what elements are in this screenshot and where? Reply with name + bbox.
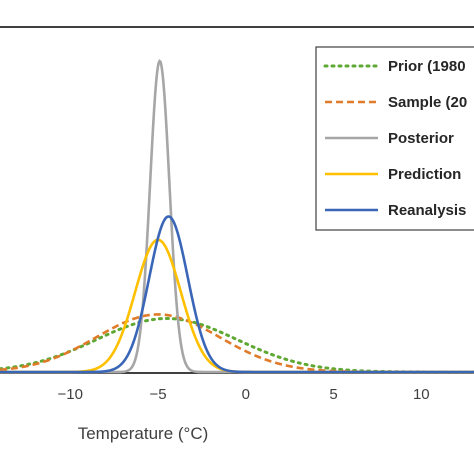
series-curves [0,59,474,374]
x-axis-title: Temperature (°C) [78,424,209,443]
series-line-4 [0,238,474,374]
x-tick-label: 5 [329,386,337,403]
legend-label-2: Sample (20 [388,94,467,111]
x-tick-label: −10 [57,386,82,403]
legend-label-4: Prediction [388,166,461,183]
x-tick-label: 0 [242,386,250,403]
legend: Prior (1980 Sample (20 Posterior Prediction… [315,46,474,231]
series-line-1 [0,317,474,374]
x-tick-label: 10 [413,386,430,403]
series-line-2 [0,313,474,374]
x-tick-labels: −10 −5 0 5 10 [57,386,429,403]
legend-label-5: Reanalysis [388,202,466,219]
series-line-5 [0,215,474,374]
x-tick-label: −5 [149,386,166,403]
legend-label-1: Prior (1980 [388,58,466,75]
legend-label-3: Posterior [388,130,454,147]
